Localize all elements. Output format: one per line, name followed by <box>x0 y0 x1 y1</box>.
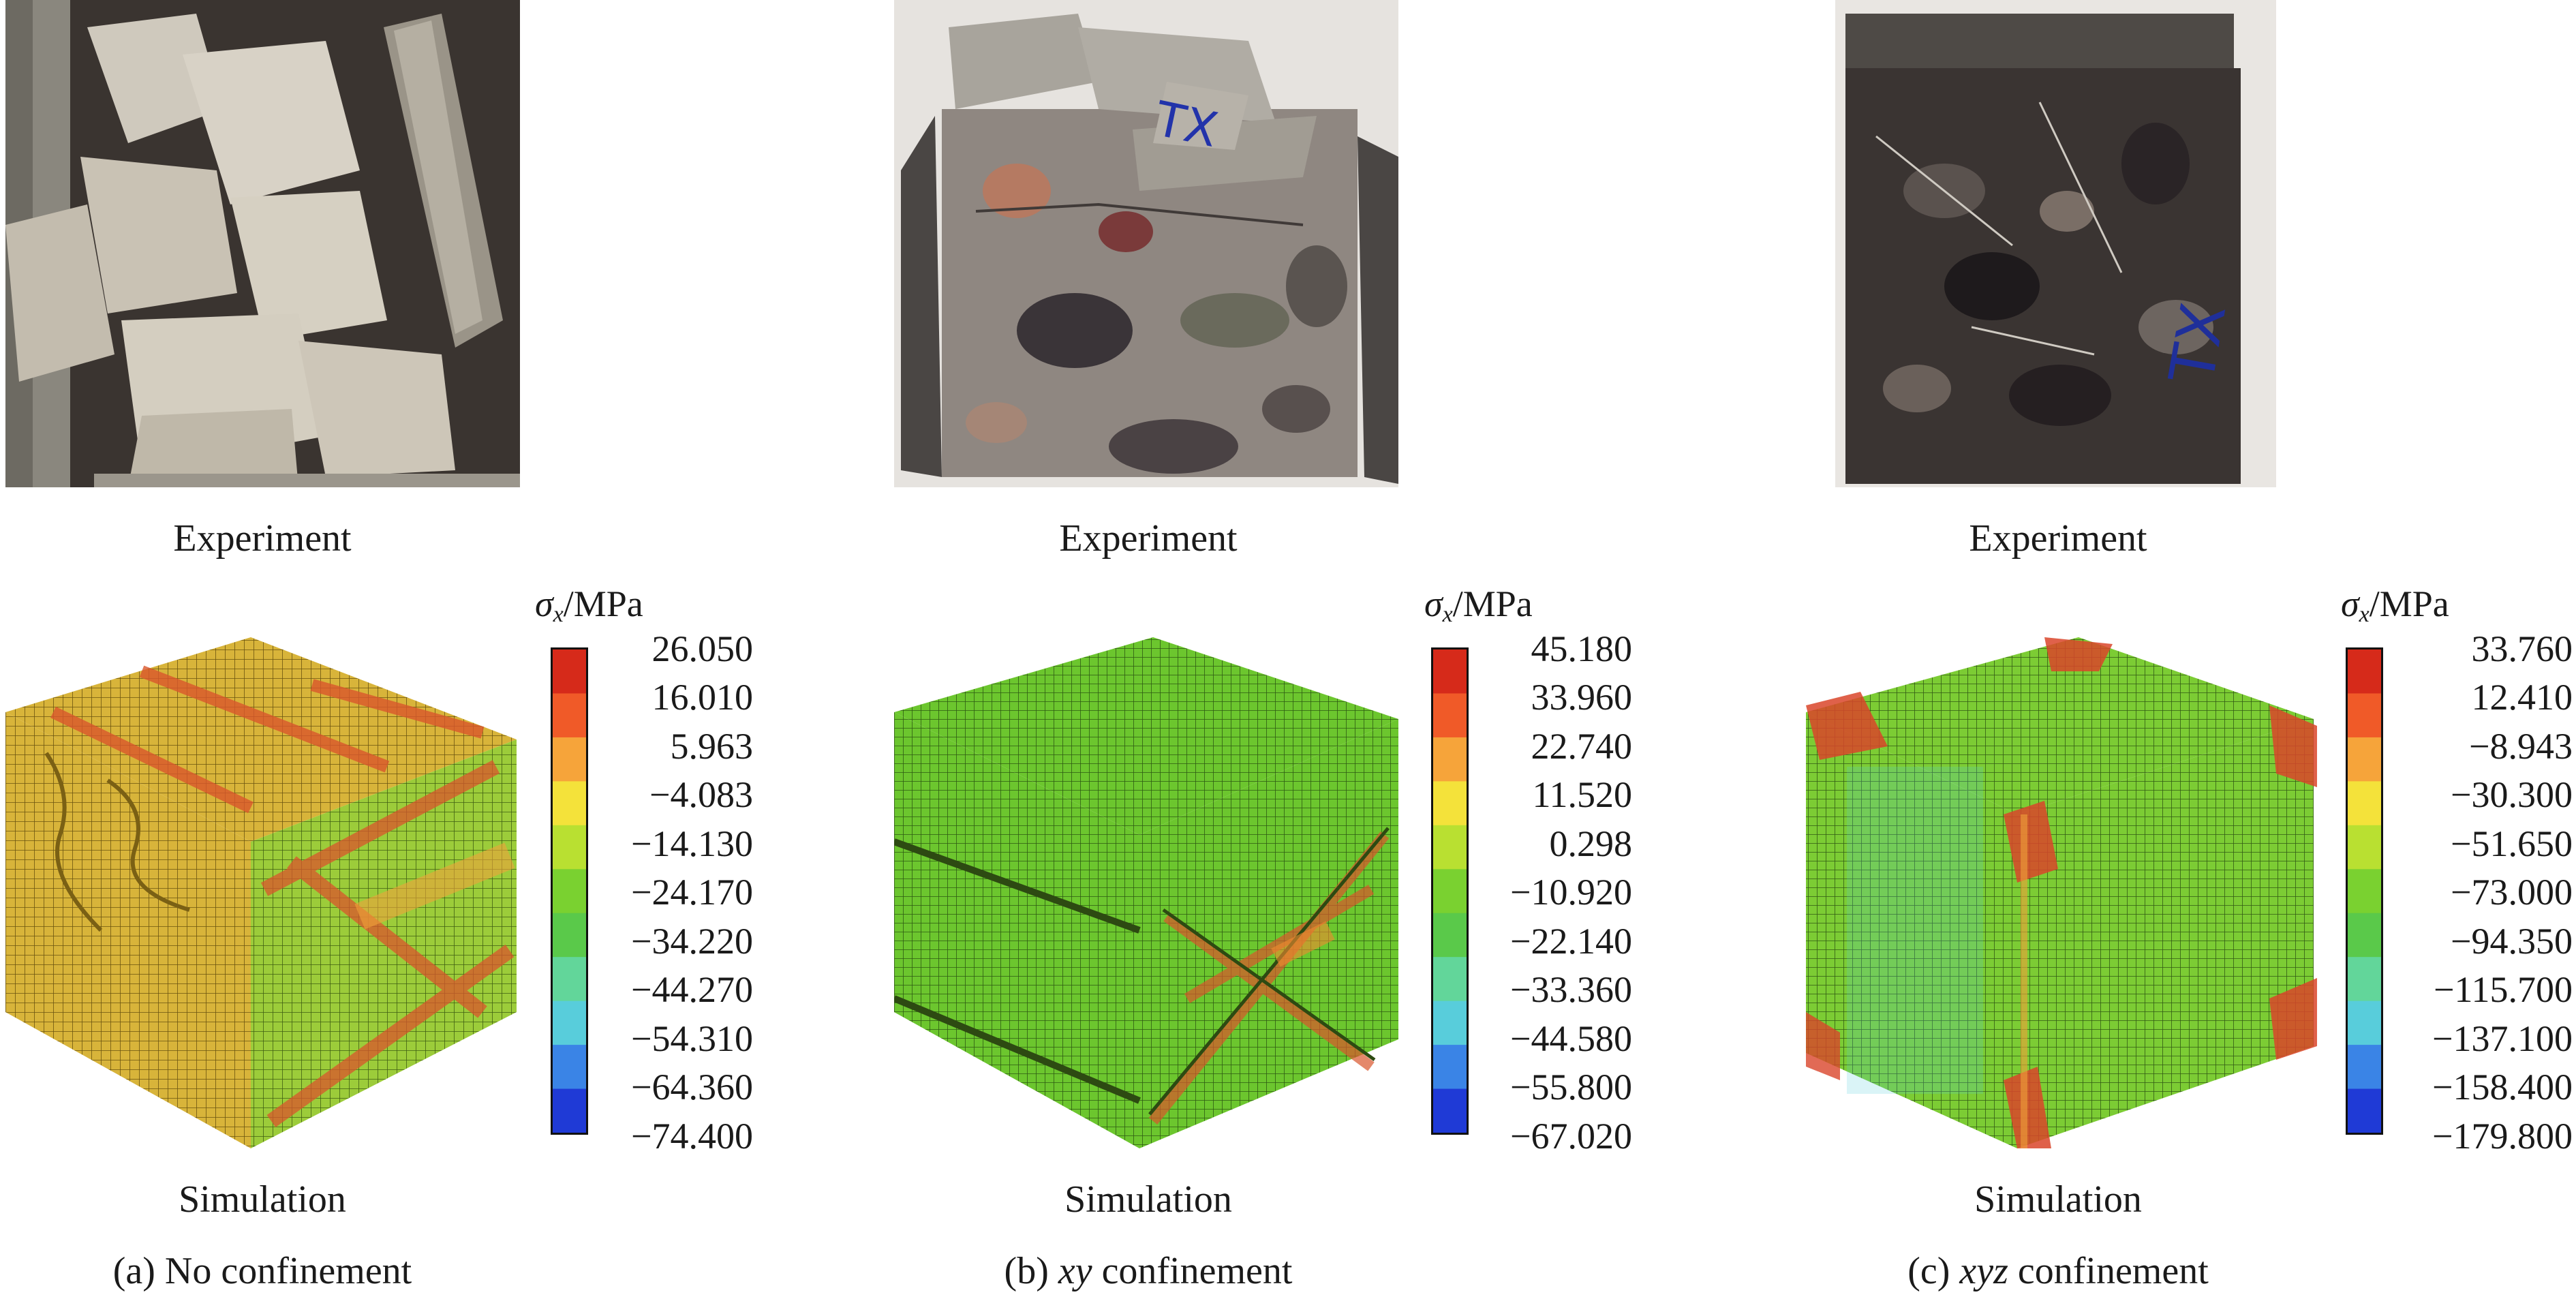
colorbar-band <box>2348 825 2381 870</box>
colorbar-tick: −137.100 <box>2432 1018 2573 1059</box>
colorbar-tick: −34.220 <box>631 921 753 962</box>
colorbar-tick: 16.010 <box>651 677 754 718</box>
colorbar-tick: −115.700 <box>2434 969 2573 1010</box>
experiment-photo-b: TX <box>894 0 1398 487</box>
colorbar-band <box>1433 825 1467 870</box>
colorbar-band <box>1433 957 1467 1003</box>
colorbar-band <box>553 1088 586 1133</box>
colorbar-band <box>2348 1088 2381 1133</box>
colorbar-band <box>2348 693 2381 739</box>
colorbar-band <box>1433 737 1467 782</box>
panel-caption-a: (a) No confinement <box>112 1250 412 1292</box>
colorbar-tick: 33.960 <box>1531 677 1633 718</box>
colorbar-tick: −94.350 <box>2451 921 2573 962</box>
simulation-cube-c <box>1799 630 2317 1148</box>
colorbar-title-a: σx/MPa <box>535 583 643 627</box>
colorbar-band <box>553 1045 586 1090</box>
experiment-photo-a <box>5 0 520 487</box>
colorbar-band <box>2348 913 2381 958</box>
colorbar-band <box>553 913 586 958</box>
colorbar-tick: 5.963 <box>670 726 754 767</box>
colorbar-band <box>1433 781 1467 827</box>
colorbar-band <box>1433 693 1467 739</box>
colorbar-title-c: σx/MPa <box>2341 583 2449 627</box>
colorbar-band <box>553 869 586 915</box>
colorbar-band <box>2348 737 2381 782</box>
colorbar-tick: −22.140 <box>1510 921 1632 962</box>
colorbar-tick: −51.650 <box>2451 823 2573 864</box>
colorbar-tick: 22.740 <box>1531 726 1633 767</box>
colorbar-tick: −158.400 <box>2432 1067 2573 1107</box>
svg-text:TX: TX <box>1150 91 1223 158</box>
colorbar-tick: −74.400 <box>631 1116 753 1157</box>
colorbar-band <box>553 693 586 739</box>
colorbar-tick: −55.800 <box>1510 1067 1632 1107</box>
experiment-label-b: Experiment <box>1059 517 1238 560</box>
colorbar-tick: 12.410 <box>2471 677 2573 718</box>
simulation-label-a: Simulation <box>179 1178 346 1221</box>
colorbar-tick: 33.760 <box>2471 628 2573 669</box>
colorbar-title-b: σx/MPa <box>1424 583 1533 627</box>
colorbar-tick: −67.020 <box>1510 1116 1632 1157</box>
colorbar-tick: 26.050 <box>651 628 754 669</box>
colorbar-tick: −10.920 <box>1510 872 1632 913</box>
simulation-cube-a <box>5 630 520 1148</box>
colorbar-tick: −14.130 <box>631 823 753 864</box>
colorbar-b <box>1431 647 1469 1135</box>
colorbar-band <box>553 957 586 1003</box>
colorbar-band <box>1433 1000 1467 1046</box>
colorbar-band <box>1433 869 1467 915</box>
colorbar-c <box>2346 647 2383 1135</box>
svg-text:TX: TX <box>2156 298 2241 389</box>
colorbar-tick: −33.360 <box>1510 969 1632 1010</box>
colorbar-band <box>553 781 586 827</box>
colorbar-a <box>551 647 588 1135</box>
panel-caption-b: (b) xy confinement <box>1004 1250 1293 1292</box>
colorbar-band <box>553 825 586 870</box>
colorbar-tick: −73.000 <box>2451 872 2573 913</box>
colorbar-band <box>1433 1088 1467 1133</box>
colorbar-tick: −179.800 <box>2432 1116 2573 1157</box>
colorbar-tick: −8.943 <box>2469 726 2573 767</box>
colorbar-band <box>2348 869 2381 915</box>
colorbar-band <box>553 737 586 782</box>
colorbar-ticks-c: 33.760 12.410 −8.943 −30.300 −51.650 −73… <box>2385 628 2573 1157</box>
simulation-label-c: Simulation <box>1974 1178 2142 1221</box>
colorbar-ticks-b: 45.180 33.960 22.740 11.520 0.298 −10.92… <box>1472 628 1633 1157</box>
colorbar-tick: 45.180 <box>1531 628 1633 669</box>
colorbar-band <box>2348 650 2381 694</box>
colorbar-tick: −44.270 <box>631 969 753 1010</box>
colorbar-tick: −64.360 <box>631 1067 753 1107</box>
simulation-cube-b <box>894 630 1402 1148</box>
colorbar-band <box>553 1000 586 1046</box>
colorbar-band <box>1433 1045 1467 1090</box>
colorbar-tick: −44.580 <box>1510 1018 1632 1059</box>
colorbar-band <box>1433 913 1467 958</box>
colorbar-tick: −24.170 <box>631 872 753 913</box>
colorbar-band <box>2348 1045 2381 1090</box>
colorbar-band <box>2348 1000 2381 1046</box>
experiment-label-a: Experiment <box>173 517 352 560</box>
simulation-label-b: Simulation <box>1064 1178 1232 1221</box>
colorbar-tick: 11.520 <box>1532 774 1633 815</box>
panel-caption-c: (c) xyz confinement <box>1907 1250 2209 1292</box>
colorbar-tick: 0.298 <box>1549 823 1633 864</box>
colorbar-ticks-a: 26.050 16.010 5.963 −4.083 −14.130 −24.1… <box>593 628 754 1157</box>
experiment-label-c: Experiment <box>1969 517 2147 560</box>
colorbar-band <box>2348 957 2381 1003</box>
colorbar-band <box>2348 781 2381 827</box>
colorbar-tick: −54.310 <box>631 1018 753 1059</box>
colorbar-band <box>1433 650 1467 694</box>
colorbar-band <box>553 650 586 694</box>
colorbar-tick: −4.083 <box>649 774 753 815</box>
experiment-photo-c: TX <box>1835 0 2276 487</box>
colorbar-tick: −30.300 <box>2451 774 2573 815</box>
